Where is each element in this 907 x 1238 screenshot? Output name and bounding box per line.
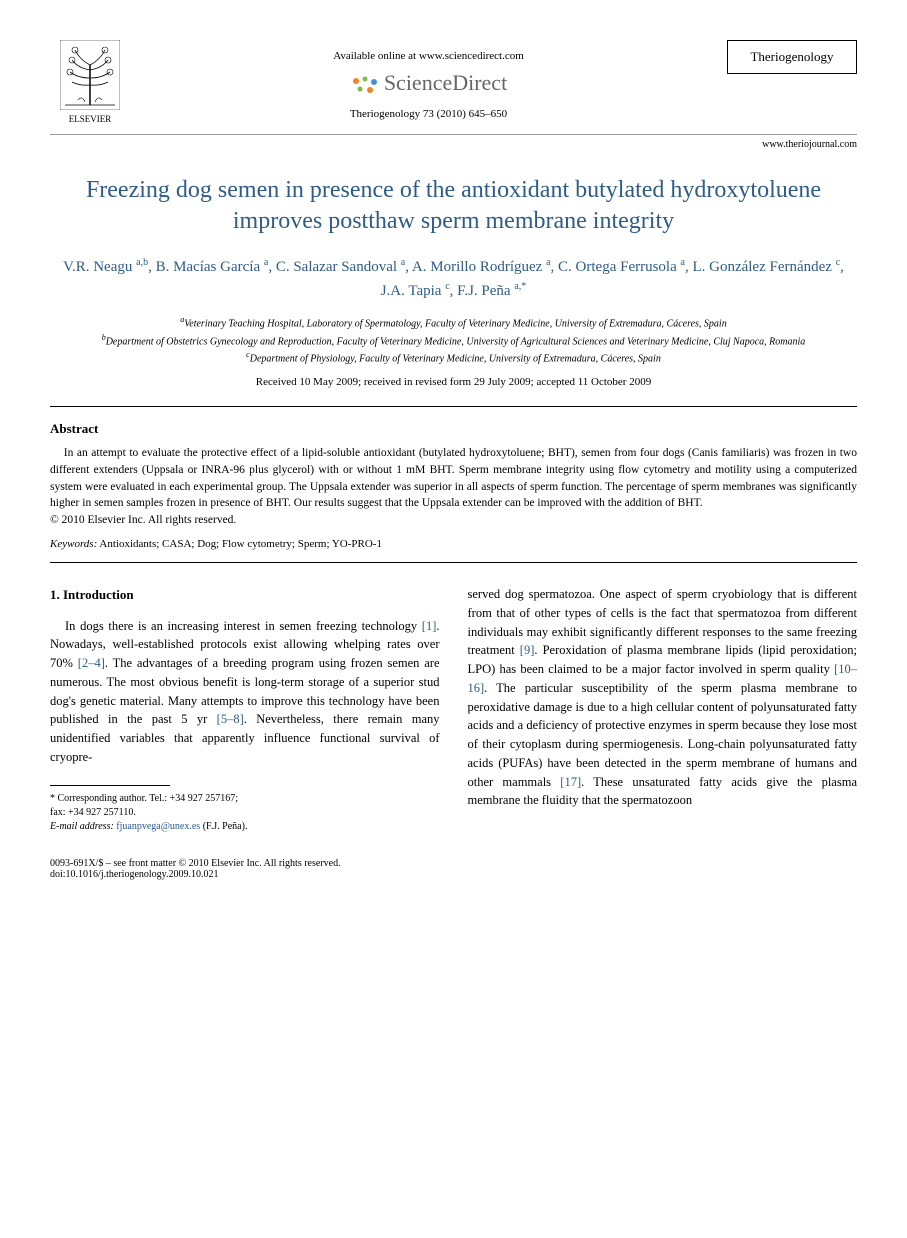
- affiliation-c: Department of Physiology, Faculty of Vet…: [250, 353, 661, 364]
- abstract-heading: Abstract: [50, 421, 857, 437]
- affiliation-b: Department of Obstetrics Gynecology and …: [106, 336, 806, 347]
- header-divider: [50, 134, 857, 135]
- sciencedirect-logo: ScienceDirect: [130, 70, 727, 96]
- body-columns: 1. Introduction In dogs there is an incr…: [50, 585, 857, 834]
- abstract-top-rule: [50, 406, 857, 407]
- right-column: served dog spermatozoa. One aspect of sp…: [468, 585, 858, 834]
- article-dates: Received 10 May 2009; received in revise…: [50, 376, 857, 388]
- footer-doi: doi:10.1016/j.theriogenology.2009.10.021: [50, 869, 857, 880]
- article-title: Freezing dog semen in presence of the an…: [50, 175, 857, 237]
- page-header: ELSEVIER Available online at www.science…: [50, 40, 857, 124]
- keywords-list: Antioxidants; CASA; Dog; Flow cytometry;…: [99, 538, 382, 550]
- available-online-text: Available online at www.sciencedirect.co…: [130, 50, 727, 62]
- email-label: E-mail address:: [50, 821, 114, 832]
- footnote-rule: [50, 785, 170, 786]
- section-number: 1.: [50, 587, 60, 602]
- intro-para-1: In dogs there is an increasing interest …: [50, 617, 440, 767]
- abstract-text: In an attempt to evaluate the protective…: [50, 445, 857, 512]
- journal-url: www.theriojournal.com: [50, 139, 857, 150]
- ref-link-1[interactable]: [1]: [422, 619, 437, 633]
- ref-link-5-8[interactable]: [5–8]: [217, 712, 244, 726]
- corr-author-tel: * Corresponding author. Tel.: +34 927 25…: [50, 792, 440, 806]
- journal-name: Theriogenology: [750, 49, 833, 64]
- intro-heading: 1. Introduction: [50, 585, 440, 605]
- keywords-label: Keywords:: [50, 538, 97, 550]
- corresponding-author-footnote: * Corresponding author. Tel.: +34 927 25…: [50, 792, 440, 834]
- affiliation-a: Veterinary Teaching Hospital, Laboratory…: [184, 319, 726, 330]
- keywords-line: Keywords: Antioxidants; CASA; Dog; Flow …: [50, 538, 857, 550]
- sciencedirect-dots-icon: [350, 75, 380, 95]
- intro-para-1-cont: served dog spermatozoa. One aspect of sp…: [468, 585, 858, 810]
- footer-issn: 0093-691X/$ – see front matter © 2010 El…: [50, 858, 857, 869]
- elsevier-tree-icon: [60, 40, 120, 110]
- corr-author-email-line: E-mail address: fjuanpvega@unex.es (F.J.…: [50, 820, 440, 834]
- corr-author-name: (F.J. Peña).: [203, 821, 248, 832]
- section-title: Introduction: [63, 587, 134, 602]
- left-column: 1. Introduction In dogs there is an incr…: [50, 585, 440, 834]
- author-list: V.R. Neagu a,b, B. Macías García a, C. S…: [50, 255, 857, 302]
- corr-author-email[interactable]: fjuanpvega@unex.es: [116, 821, 200, 832]
- platform-name: ScienceDirect: [384, 70, 507, 95]
- affiliations: aVeterinary Teaching Hospital, Laborator…: [50, 314, 857, 366]
- center-header: Available online at www.sciencedirect.co…: [130, 40, 727, 120]
- ref-link-17[interactable]: [17]: [560, 775, 581, 789]
- publisher-name: ELSEVIER: [50, 114, 130, 124]
- abstract-copyright: © 2010 Elsevier Inc. All rights reserved…: [50, 514, 857, 526]
- ref-link-2-4[interactable]: [2–4]: [78, 656, 105, 670]
- journal-reference: Theriogenology 73 (2010) 645–650: [130, 108, 727, 120]
- corr-author-fax: fax: +34 927 257110.: [50, 806, 440, 820]
- abstract-bottom-rule: [50, 562, 857, 563]
- ref-link-9[interactable]: [9]: [520, 643, 535, 657]
- journal-cover-box: Theriogenology: [727, 40, 857, 74]
- elsevier-logo: ELSEVIER: [50, 40, 130, 124]
